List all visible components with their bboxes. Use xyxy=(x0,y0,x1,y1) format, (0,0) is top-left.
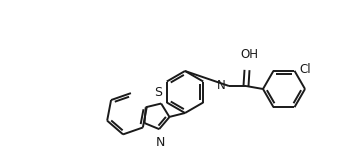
Text: OH: OH xyxy=(240,48,258,61)
Text: Cl: Cl xyxy=(299,63,311,76)
Text: N: N xyxy=(217,78,226,92)
Text: N: N xyxy=(155,136,165,149)
Text: S: S xyxy=(154,86,162,99)
